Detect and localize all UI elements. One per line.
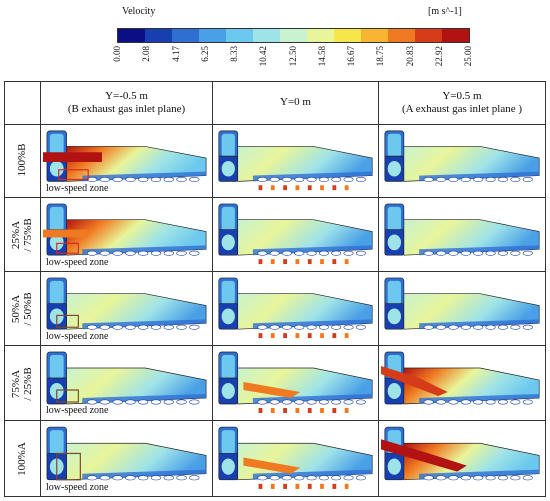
row-label-25a-75b: 25%A / 75%B: [10, 218, 34, 252]
colorbar-swatch: [199, 29, 226, 42]
velocity-contour-plot: [215, 200, 376, 269]
velocity-contour-plot: [381, 200, 543, 269]
colorbar-unit: [m s^-1]: [428, 6, 462, 17]
velocity-contour-plot: [215, 348, 376, 418]
colorbar-tick-labels: 0.00 2.08 4.17 6.25 8.33 10.42 12.50 14.58 16.67…: [112, 44, 473, 74]
colorbar-tick-label: 14.58: [316, 46, 327, 67]
colorbar-tick-label: 10.42: [258, 46, 269, 67]
column-header-line: (A exhaust gas inlet plane ): [401, 103, 523, 115]
colorbar-title: Velocity: [122, 6, 156, 17]
column-header-y-neg05: Y=-0.5 m (B exhaust gas inlet plane): [41, 90, 212, 116]
column-header-line: Y=0.5 m: [442, 90, 482, 102]
colorbar-swatch: [415, 29, 442, 42]
colorbar-tick-label: 16.67: [346, 46, 356, 67]
low-speed-zone-label: low-speed zone: [45, 257, 110, 268]
column-header-line: Y=-0.5 m: [105, 90, 148, 102]
velocity-contour-plot: [43, 348, 210, 418]
low-speed-zone-label: low-speed zone: [45, 183, 110, 194]
grid-divider: [212, 82, 213, 496]
colorbar-tick-label: 12.50: [287, 46, 298, 67]
column-header-line: (B exhaust gas inlet plane): [67, 103, 186, 115]
grid-divider: [5, 197, 545, 198]
colorbar-swatch: [226, 29, 253, 42]
velocity-contour-plot: [43, 200, 210, 269]
row-label-100a: 100%A: [16, 442, 28, 476]
colorbar-swatch: [253, 29, 280, 42]
velocity-contour-plot: [381, 274, 543, 343]
colorbar-swatch: [307, 29, 334, 42]
contour-grid: Y=-0.5 m (B exhaust gas inlet plane) Y=0…: [4, 81, 546, 497]
velocity-colorbar: [117, 28, 470, 43]
velocity-contour-plot: [381, 423, 543, 494]
colorbar-tick-label: 25.00: [463, 46, 473, 67]
colorbar-swatch: [361, 29, 388, 42]
colorbar-swatch: [388, 29, 415, 42]
row-label-75a-25b: 75%A / 25%B: [10, 367, 34, 401]
velocity-contour-plot: [43, 274, 210, 343]
colorbar-swatch: [442, 29, 469, 42]
grid-divider: [5, 271, 545, 272]
grid-divider: [5, 124, 545, 125]
grid-divider: [378, 82, 379, 496]
colorbar-swatch: [172, 29, 199, 42]
velocity-contour-plot: [381, 348, 543, 418]
velocity-contour-plot: [215, 274, 376, 343]
velocity-contour-plot: [381, 127, 543, 195]
column-header-y-05: Y=0.5 m (A exhaust gas inlet plane ): [379, 90, 545, 116]
colorbar-tick-label: 8.33: [229, 46, 239, 62]
column-header-y-0: Y=0 m: [213, 96, 378, 109]
grid-divider: [5, 345, 545, 346]
colorbar-tick-label: 2.08: [141, 46, 152, 62]
colorbar-tick-label: 4.17: [170, 46, 181, 62]
velocity-contour-plot: [215, 127, 376, 195]
colorbar-swatch: [118, 29, 145, 42]
grid-divider: [40, 82, 41, 496]
low-speed-zone-label: low-speed zone: [45, 331, 110, 342]
low-speed-zone-label: low-speed zone: [45, 482, 110, 493]
colorbar-tick-label: 6.25: [199, 46, 210, 62]
low-speed-zone-label: low-speed zone: [45, 405, 110, 416]
grid-divider: [5, 420, 545, 421]
colorbar-swatch: [145, 29, 172, 42]
colorbar-tick-label: 20.83: [404, 46, 415, 67]
colorbar-tick-label: 22.92: [433, 46, 444, 67]
velocity-contour-plot: [215, 423, 376, 494]
velocity-contour-plot: [43, 127, 210, 195]
column-header-line: Y=0 m: [280, 96, 311, 108]
colorbar-swatch: [280, 29, 307, 42]
colorbar-tick-label: 0.00: [112, 46, 122, 62]
colorbar-swatch: [334, 29, 361, 42]
colorbar-tick-label: 18.75: [375, 46, 386, 67]
velocity-contour-plot: [43, 423, 210, 494]
row-label-50a-50b: 50%A / 50%B: [10, 292, 34, 326]
row-label-100b: 100%B: [16, 143, 28, 177]
